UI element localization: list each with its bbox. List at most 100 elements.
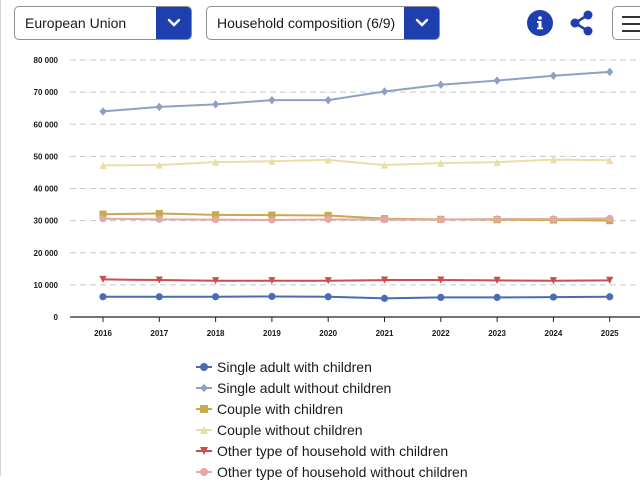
data-point (380, 161, 389, 169)
chart-legend: Single adult with children Single adult w… (196, 356, 468, 482)
data-point (99, 210, 107, 218)
x-tick-label: 2021 (376, 329, 394, 338)
chevron-down-icon[interactable] (156, 7, 191, 39)
data-point (268, 95, 276, 105)
x-tick-label: 2017 (150, 329, 168, 338)
legend-item[interactable]: Couple with children (196, 398, 468, 419)
data-point (212, 100, 220, 109)
legend-symbol (196, 383, 212, 392)
data-point (324, 277, 332, 285)
y-tick-label: 70 000 (34, 88, 59, 97)
legend-item[interactable]: Single adult without children (196, 377, 468, 398)
data-point (437, 276, 445, 284)
line-chart: 0 10 000 20 000 30 000 40 000 50 000 60 000 70 … (34, 56, 640, 338)
data-point (380, 276, 389, 284)
legend-item[interactable]: Couple without children (196, 419, 468, 440)
data-point (155, 293, 163, 301)
country-select[interactable]: European Union (14, 6, 192, 40)
y-tick-label: 60 000 (34, 120, 59, 129)
left-border (0, 0, 1, 476)
data-point (99, 293, 107, 301)
legend-symbol (196, 404, 212, 413)
data-point (268, 216, 276, 224)
data-point (99, 215, 107, 223)
x-tick-label: 2025 (601, 329, 619, 338)
data-point (606, 67, 614, 77)
x-tick-label: 2016 (94, 329, 112, 338)
legend-symbol (196, 362, 212, 371)
legend-label: Couple with children (217, 400, 344, 417)
composition-select-label: Household composition (6/9) (217, 15, 396, 31)
data-point (493, 76, 501, 85)
x-tick-label: 2022 (432, 329, 450, 338)
household-composition-select[interactable]: Household composition (6/9) (206, 6, 440, 40)
data-point (268, 211, 276, 219)
series-line (102, 70, 610, 113)
data-point (493, 293, 501, 302)
data-point (324, 156, 332, 164)
data-point (549, 293, 558, 301)
y-tick-label: 40 000 (34, 185, 59, 194)
x-tick-label: 2023 (488, 329, 506, 338)
series-line (103, 295, 610, 300)
legend-symbol (196, 467, 212, 476)
data-point (155, 215, 163, 223)
data-point (437, 216, 445, 224)
data-point (380, 87, 389, 96)
data-point (549, 215, 558, 223)
series-line (102, 158, 610, 167)
data-point (549, 71, 557, 80)
y-tick-label: 0 (54, 313, 59, 322)
legend-item[interactable]: Single adult with children (196, 356, 468, 377)
data-point (493, 215, 501, 223)
country-select-label: European Union (25, 15, 127, 31)
data-point (437, 80, 445, 89)
legend-label: Single adult without children (217, 379, 392, 396)
x-tick-label: 2020 (319, 329, 337, 338)
data-point (155, 209, 163, 218)
data-point (155, 102, 163, 112)
legend-label: Single adult with children (217, 358, 372, 375)
series-line (102, 217, 610, 221)
x-tick-label: 2024 (545, 329, 563, 338)
data-point (268, 157, 276, 165)
data-point (324, 215, 332, 223)
data-point (324, 293, 332, 301)
legend-symbol (196, 425, 212, 434)
data-point (268, 292, 276, 301)
data-point (437, 159, 445, 167)
legend-label: Other type of household with children (217, 442, 449, 459)
data-point (606, 214, 614, 222)
y-tick-label: 20 000 (34, 249, 59, 258)
toolbar: European Union Household composition (6/… (14, 6, 640, 42)
data-point (380, 294, 389, 302)
data-point (493, 158, 501, 166)
y-tick-label: 50 000 (34, 152, 59, 161)
y-tick-label: 30 000 (34, 217, 59, 226)
data-point (99, 275, 107, 284)
data-point (99, 161, 107, 169)
data-point (212, 216, 220, 224)
legend-label: Other type of household without children (217, 463, 468, 480)
hamburger-menu-icon[interactable] (612, 6, 640, 40)
data-point (212, 293, 220, 301)
data-point (606, 276, 614, 284)
x-tick-label: 2018 (207, 329, 225, 338)
data-point (606, 156, 614, 164)
share-icon[interactable] (567, 8, 597, 38)
data-point (99, 107, 107, 116)
data-point (268, 277, 276, 285)
data-point (493, 276, 501, 284)
info-icon[interactable] (527, 10, 553, 36)
chevron-down-icon[interactable] (404, 7, 439, 39)
legend-label: Couple without children (217, 421, 363, 438)
data-point (549, 155, 557, 164)
series-line (102, 278, 610, 282)
legend-item[interactable]: Other type of household without children (196, 461, 468, 482)
legend-item[interactable]: Other type of household with children (196, 440, 468, 461)
data-point (155, 276, 163, 284)
legend-symbol (196, 446, 212, 455)
data-point (324, 211, 332, 220)
data-point (212, 277, 220, 285)
x-tick-label: 2019 (263, 329, 281, 338)
